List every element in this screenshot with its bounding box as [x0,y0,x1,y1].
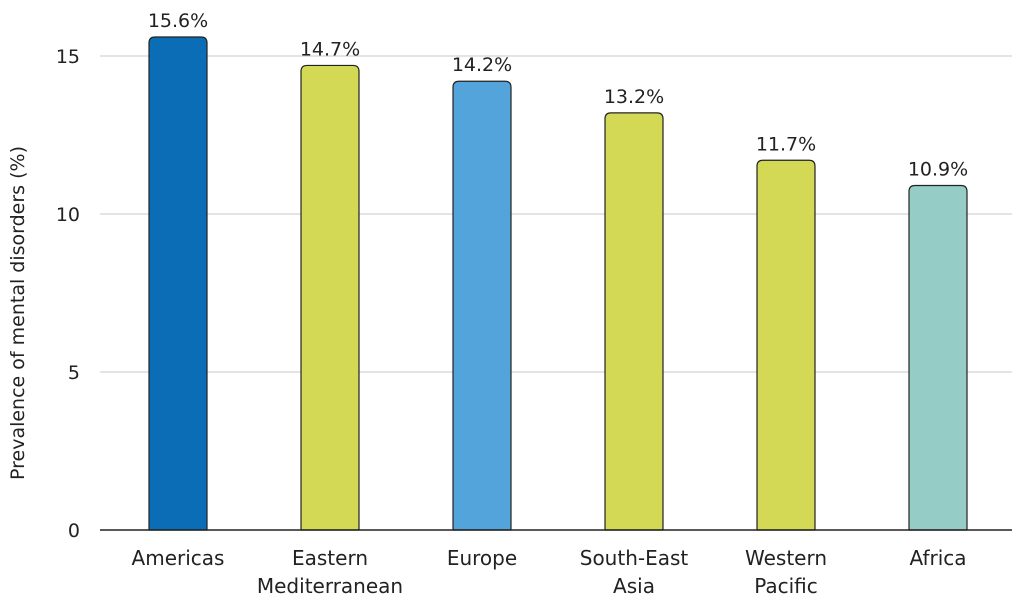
y-axis-ticks: 0 5 10 15 [56,46,80,542]
x-category-label: Americas [132,546,225,570]
x-category-label-line: Asia [613,574,655,598]
x-category-label: South-East Asia [580,546,689,598]
x-category-label-line: Western [745,546,827,570]
x-category-label-line: Africa [909,546,966,570]
data-label: 13.2% [604,86,664,108]
data-label: 15.6% [148,10,208,32]
data-label: 10.9% [908,159,968,181]
bar [300,64,360,531]
bar [604,112,664,531]
y-tick-label: 0 [68,520,80,542]
y-axis-title: Prevalence of mental disorders (%) [7,146,29,480]
grid-lines [100,55,1012,373]
x-category-label-line: Americas [132,546,225,570]
x-category-label-line: Eastern [292,546,368,570]
data-label: 14.7% [300,38,360,60]
x-category-label-line: Mediterranean [257,574,403,598]
bars [148,36,968,531]
x-category-label-line: Europe [447,546,517,570]
x-axis-categories: Americas Eastern Mediterranean Europe South-… [132,546,967,598]
data-label: 11.7% [756,133,816,155]
bar [452,80,512,531]
bar [908,184,968,531]
x-category-label: Africa [909,546,966,570]
y-tick-label: 15 [56,46,80,68]
x-category-label-line: Pacific [754,574,818,598]
bar [148,36,208,531]
y-tick-label: 10 [56,204,80,226]
x-category-label: Europe [447,546,517,570]
x-category-label-line: South-East [580,546,689,570]
data-labels: 15.6% 14.7% 14.2% 13.2% 11.7% 10.9% [148,10,968,181]
y-tick-label: 5 [68,362,80,384]
data-label: 14.2% [452,54,512,76]
x-category-label: Western Pacific [745,546,827,598]
x-category-label: Eastern Mediterranean [257,546,403,598]
bar [756,159,816,531]
